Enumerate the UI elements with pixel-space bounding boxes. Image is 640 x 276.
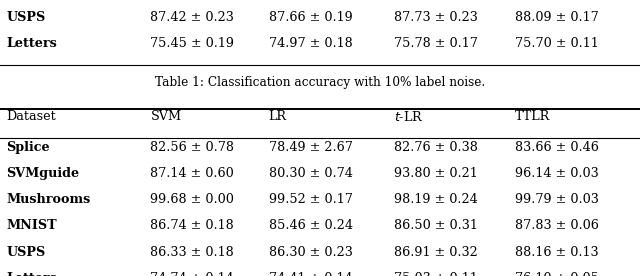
Text: 75.78 ± 0.17: 75.78 ± 0.17 <box>394 37 477 50</box>
Text: 74.74 ± 0.14: 74.74 ± 0.14 <box>150 272 234 276</box>
Text: USPS: USPS <box>6 11 45 24</box>
Text: 86.74 ± 0.18: 86.74 ± 0.18 <box>150 219 234 232</box>
Text: Table 1: Classification accuracy with 10% label noise.: Table 1: Classification accuracy with 10… <box>155 76 485 89</box>
Text: Splice: Splice <box>6 141 50 154</box>
Text: TTLR: TTLR <box>515 110 550 123</box>
Text: 87.42 ± 0.23: 87.42 ± 0.23 <box>150 11 234 24</box>
Text: 82.56 ± 0.78: 82.56 ± 0.78 <box>150 141 234 154</box>
Text: 86.91 ± 0.32: 86.91 ± 0.32 <box>394 246 477 259</box>
Text: 75.03 ± 0.11: 75.03 ± 0.11 <box>394 272 477 276</box>
Text: 99.79 ± 0.03: 99.79 ± 0.03 <box>515 193 599 206</box>
Text: LR: LR <box>269 110 287 123</box>
Text: 83.66 ± 0.46: 83.66 ± 0.46 <box>515 141 599 154</box>
Text: 88.16 ± 0.13: 88.16 ± 0.13 <box>515 246 599 259</box>
Text: $t$-LR: $t$-LR <box>394 110 423 124</box>
Text: 74.41 ± 0.14: 74.41 ± 0.14 <box>269 272 353 276</box>
Text: MNIST: MNIST <box>6 219 57 232</box>
Text: 87.14 ± 0.60: 87.14 ± 0.60 <box>150 167 234 180</box>
Text: 87.66 ± 0.19: 87.66 ± 0.19 <box>269 11 353 24</box>
Text: 82.76 ± 0.38: 82.76 ± 0.38 <box>394 141 477 154</box>
Text: 88.09 ± 0.17: 88.09 ± 0.17 <box>515 11 599 24</box>
Text: SVM: SVM <box>150 110 182 123</box>
Text: 86.33 ± 0.18: 86.33 ± 0.18 <box>150 246 234 259</box>
Text: Letters: Letters <box>6 37 57 50</box>
Text: 86.30 ± 0.23: 86.30 ± 0.23 <box>269 246 353 259</box>
Text: 86.50 ± 0.31: 86.50 ± 0.31 <box>394 219 477 232</box>
Text: SVMguide: SVMguide <box>6 167 79 180</box>
Text: 99.68 ± 0.00: 99.68 ± 0.00 <box>150 193 234 206</box>
Text: USPS: USPS <box>6 246 45 259</box>
Text: 78.49 ± 2.67: 78.49 ± 2.67 <box>269 141 353 154</box>
Text: 99.52 ± 0.17: 99.52 ± 0.17 <box>269 193 353 206</box>
Text: 75.45 ± 0.19: 75.45 ± 0.19 <box>150 37 234 50</box>
Text: 80.30 ± 0.74: 80.30 ± 0.74 <box>269 167 353 180</box>
Text: Letters: Letters <box>6 272 57 276</box>
Text: 75.70 ± 0.11: 75.70 ± 0.11 <box>515 37 599 50</box>
Text: 87.73 ± 0.23: 87.73 ± 0.23 <box>394 11 477 24</box>
Text: Mushrooms: Mushrooms <box>6 193 91 206</box>
Text: Dataset: Dataset <box>6 110 56 123</box>
Text: 87.83 ± 0.06: 87.83 ± 0.06 <box>515 219 599 232</box>
Text: 98.19 ± 0.24: 98.19 ± 0.24 <box>394 193 477 206</box>
Text: 74.97 ± 0.18: 74.97 ± 0.18 <box>269 37 353 50</box>
Text: 96.14 ± 0.03: 96.14 ± 0.03 <box>515 167 599 180</box>
Text: 85.46 ± 0.24: 85.46 ± 0.24 <box>269 219 353 232</box>
Text: 76.10 ± 0.05: 76.10 ± 0.05 <box>515 272 599 276</box>
Text: 93.80 ± 0.21: 93.80 ± 0.21 <box>394 167 477 180</box>
